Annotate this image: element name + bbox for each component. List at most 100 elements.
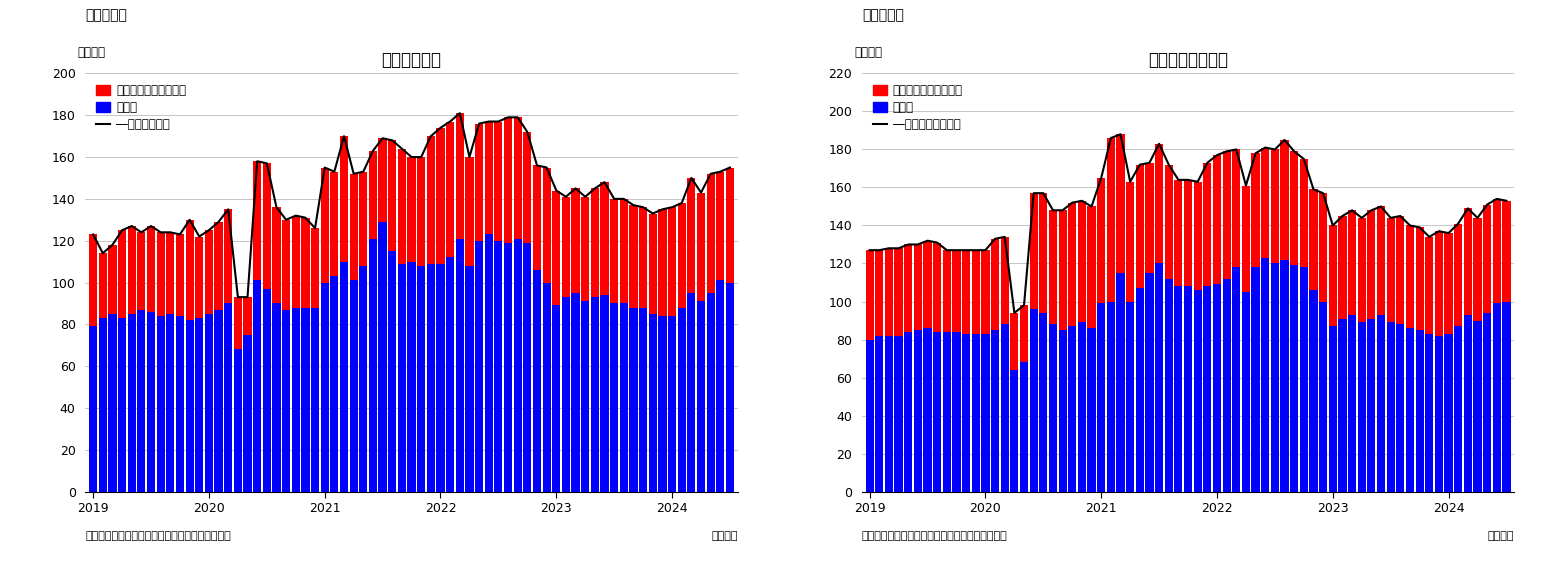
Bar xyxy=(331,172,339,276)
Bar xyxy=(542,282,551,492)
Bar xyxy=(427,264,435,492)
Bar xyxy=(1415,227,1424,330)
Bar xyxy=(398,149,405,264)
Bar xyxy=(1183,286,1193,492)
Bar xyxy=(523,243,531,492)
Bar xyxy=(1078,201,1086,323)
Bar xyxy=(1059,330,1067,492)
Bar xyxy=(1087,328,1096,492)
Bar xyxy=(514,118,522,238)
Bar xyxy=(725,167,735,282)
Bar xyxy=(253,161,261,280)
Bar xyxy=(1126,302,1134,492)
Bar xyxy=(1087,206,1096,328)
Bar xyxy=(865,250,874,340)
Bar xyxy=(109,314,116,492)
Bar xyxy=(1280,260,1289,492)
Bar xyxy=(1474,218,1482,320)
Bar xyxy=(1039,193,1047,313)
Bar xyxy=(127,226,135,314)
Bar xyxy=(952,332,961,492)
Bar xyxy=(196,318,203,492)
Bar xyxy=(562,297,570,492)
Bar xyxy=(668,207,676,316)
Bar xyxy=(1300,267,1308,492)
Bar xyxy=(1242,292,1250,492)
Bar xyxy=(283,220,290,310)
Bar xyxy=(952,250,961,332)
Bar xyxy=(1059,210,1067,330)
Bar xyxy=(991,330,999,492)
Bar xyxy=(972,250,980,334)
Bar xyxy=(349,174,357,280)
Bar xyxy=(1000,237,1009,324)
Bar xyxy=(1464,208,1472,315)
Bar xyxy=(1396,324,1404,492)
Bar xyxy=(127,314,135,492)
Bar xyxy=(1291,151,1298,266)
Bar xyxy=(292,307,300,492)
Bar xyxy=(1068,203,1076,326)
Bar xyxy=(436,128,444,264)
Bar xyxy=(1357,323,1365,492)
Bar xyxy=(1483,205,1491,313)
Bar xyxy=(1435,336,1443,492)
Text: （月次）: （月次） xyxy=(1488,531,1514,541)
Bar xyxy=(1194,290,1202,492)
Bar xyxy=(533,166,540,270)
Bar xyxy=(1155,144,1163,263)
Bar xyxy=(1078,323,1086,492)
Bar xyxy=(1174,286,1182,492)
Bar xyxy=(1242,185,1250,292)
Bar xyxy=(1426,334,1433,492)
Bar xyxy=(235,349,242,492)
Bar xyxy=(1464,315,1472,492)
Bar xyxy=(1146,273,1154,492)
Bar xyxy=(148,226,155,312)
Bar xyxy=(89,234,98,327)
Bar xyxy=(175,316,185,492)
Bar xyxy=(1048,210,1058,324)
Bar xyxy=(331,276,339,492)
Bar xyxy=(205,231,213,314)
Bar xyxy=(1261,147,1269,258)
Bar xyxy=(1444,334,1452,492)
Bar xyxy=(649,314,657,492)
Bar xyxy=(1270,150,1280,263)
Bar xyxy=(1348,315,1356,492)
Bar xyxy=(991,239,999,330)
Bar xyxy=(677,307,686,492)
Bar xyxy=(379,138,387,222)
Bar xyxy=(418,266,426,492)
Bar xyxy=(1204,286,1211,492)
Bar xyxy=(359,172,368,266)
Bar xyxy=(1396,216,1404,324)
Bar xyxy=(1435,231,1443,336)
Bar xyxy=(865,340,874,492)
Bar xyxy=(668,316,676,492)
Bar xyxy=(427,136,435,264)
Bar xyxy=(638,207,648,307)
Bar xyxy=(1329,326,1337,492)
Bar xyxy=(1405,225,1415,328)
Bar xyxy=(542,167,551,282)
Bar xyxy=(398,264,405,492)
Bar xyxy=(388,140,396,251)
Bar xyxy=(590,188,599,297)
Bar xyxy=(904,245,912,332)
Bar xyxy=(1096,178,1106,303)
Bar xyxy=(981,334,989,492)
Bar xyxy=(1252,153,1259,267)
Bar xyxy=(885,336,893,492)
Bar xyxy=(1107,302,1115,492)
Bar xyxy=(638,307,648,492)
Bar xyxy=(1378,315,1385,492)
Bar xyxy=(924,241,932,328)
Bar xyxy=(379,222,387,492)
Bar xyxy=(1135,164,1145,288)
Bar xyxy=(1194,182,1202,290)
Text: （資料）センサス局よりニッセイ基礎研究所作成: （資料）センサス局よりニッセイ基礎研究所作成 xyxy=(85,531,231,541)
Bar xyxy=(485,121,492,234)
Bar xyxy=(301,218,309,307)
Bar xyxy=(349,280,357,492)
